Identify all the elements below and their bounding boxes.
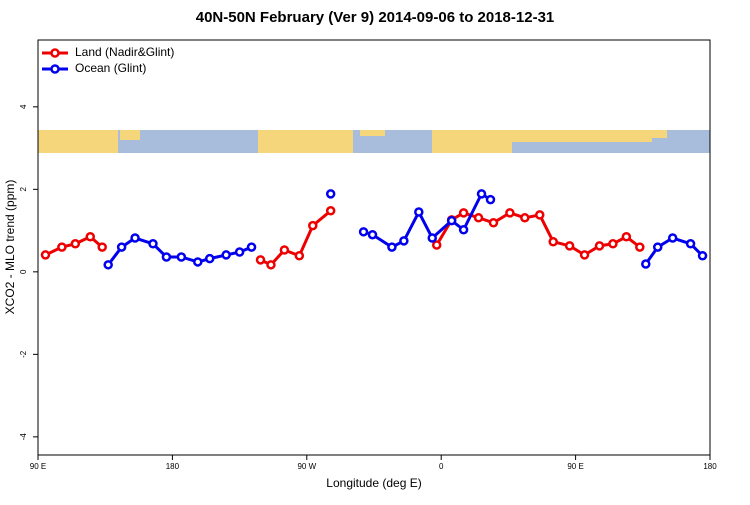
data-point — [308, 220, 318, 231]
data-point — [85, 232, 96, 242]
data-point — [234, 247, 245, 257]
y-axis-label: XCO2 - MLO trend (ppm) — [3, 180, 17, 315]
x-tick-label: 180 — [166, 462, 180, 471]
x-tick-label: 180 — [703, 462, 717, 471]
y-tick-label: 0 — [19, 269, 28, 274]
legend-label: Land (Nadir&Glint) — [75, 45, 174, 59]
data-point — [621, 232, 632, 242]
data-point — [608, 239, 618, 249]
data-point — [97, 242, 107, 252]
data-point — [116, 242, 127, 252]
data-point — [204, 253, 215, 264]
x-axis-label: Longitude (deg E) — [326, 476, 421, 490]
data-point — [446, 215, 457, 226]
data-point — [294, 251, 305, 261]
data-point — [325, 189, 336, 199]
x-tick-label: 90 E — [30, 462, 46, 471]
data-point — [161, 252, 172, 262]
data-point — [652, 242, 663, 252]
data-point — [358, 227, 369, 237]
data-point — [70, 239, 81, 249]
data-point — [427, 233, 437, 243]
data-point — [476, 189, 487, 199]
data-point — [255, 255, 266, 265]
data-point — [485, 194, 496, 205]
legend-marker — [50, 48, 60, 58]
plot-frame — [37, 39, 711, 456]
data-point — [193, 257, 203, 267]
data-point — [431, 240, 442, 250]
data-point — [667, 233, 678, 243]
data-point — [266, 260, 276, 270]
data-point — [697, 251, 708, 261]
data-point — [57, 242, 67, 252]
data-point — [325, 206, 336, 216]
data-point — [103, 260, 113, 270]
y-tick-label: -4 — [19, 433, 28, 441]
data-point — [564, 241, 575, 251]
data-point — [641, 259, 651, 269]
data-point — [520, 213, 530, 223]
data-point — [579, 250, 590, 260]
chart-title: 40N-50N February (Ver 9) 2014-09-06 to 2… — [196, 9, 555, 26]
map-strip — [38, 130, 710, 153]
data-point — [548, 236, 558, 247]
y-tick-label: 4 — [19, 104, 28, 109]
data-point — [246, 242, 257, 252]
data-point — [505, 208, 515, 218]
legend-label: Ocean (Glint) — [75, 61, 146, 75]
y-tick-label: 2 — [19, 187, 28, 192]
data-point — [367, 229, 378, 240]
data-point — [473, 213, 484, 223]
data-point — [130, 233, 140, 243]
data-point — [176, 252, 187, 262]
y-tick-label: -2 — [19, 350, 28, 358]
data-point — [279, 245, 290, 255]
data-point — [221, 250, 231, 260]
data-point — [685, 239, 696, 249]
data-point — [535, 210, 545, 220]
data-point — [458, 225, 469, 235]
data-point — [488, 217, 499, 228]
x-tick-label: 90 E — [567, 462, 583, 471]
x-tick-label: 0 — [439, 462, 444, 471]
series-line — [106, 191, 704, 266]
data-point — [40, 250, 51, 260]
data-point — [414, 207, 424, 217]
x-tick-label: 90 W — [297, 462, 316, 471]
legend-marker — [50, 64, 60, 74]
data-point — [594, 241, 605, 251]
data-point — [635, 242, 645, 252]
data-point — [148, 239, 158, 249]
data-point — [387, 242, 397, 252]
data-point — [458, 208, 469, 218]
data-point — [399, 236, 409, 246]
